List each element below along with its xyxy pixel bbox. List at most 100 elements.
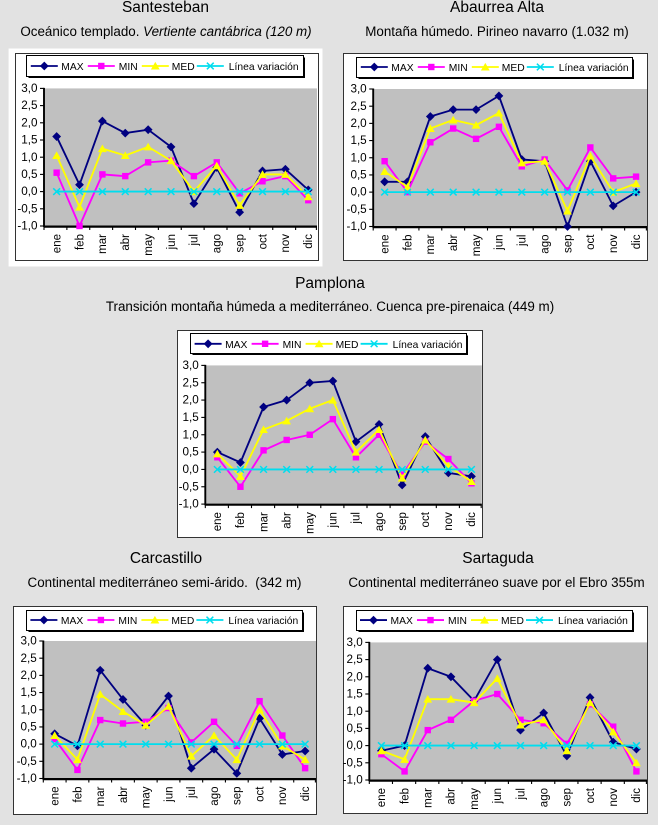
svg-text:2,5: 2,5 <box>21 652 38 665</box>
svg-text:0,0: 0,0 <box>21 185 38 198</box>
svg-text:dic: dic <box>303 234 315 249</box>
svg-text:ene: ene <box>51 234 63 253</box>
svg-text:jul: jul <box>515 788 527 801</box>
svg-text:0,0: 0,0 <box>350 186 367 199</box>
svg-text:-1,0: -1,0 <box>343 774 364 787</box>
svg-text:oct: oct <box>257 233 269 249</box>
svg-text:mar: mar <box>423 788 435 808</box>
svg-text:abr: abr <box>118 786 130 803</box>
svg-text:2,0: 2,0 <box>347 670 364 683</box>
svg-text:sep: sep <box>232 787 244 806</box>
svg-text:ene: ene <box>379 235 391 254</box>
svg-text:abr: abr <box>446 788 458 805</box>
svg-text:ago: ago <box>539 235 551 254</box>
svg-text:2,0: 2,0 <box>350 117 367 130</box>
svg-text:3,0: 3,0 <box>21 82 38 95</box>
svg-text:1,0: 1,0 <box>21 151 38 164</box>
svg-text:mar: mar <box>425 234 437 254</box>
svg-text:0,5: 0,5 <box>183 446 200 459</box>
svg-text:MED: MED <box>501 616 524 627</box>
svg-text:oct: oct <box>585 234 597 250</box>
svg-text:MED: MED <box>502 63 525 74</box>
svg-text:ago: ago <box>209 787 221 806</box>
svg-text:jun: jun <box>163 787 175 803</box>
svg-text:Línea variación: Línea variación <box>559 63 629 74</box>
svg-text:-0,5: -0,5 <box>17 202 38 215</box>
svg-text:1,0: 1,0 <box>347 705 364 718</box>
svg-text:0,5: 0,5 <box>21 168 38 181</box>
svg-text:Línea variación: Línea variación <box>229 62 299 73</box>
svg-text:nov: nov <box>608 788 620 807</box>
svg-text:MIN: MIN <box>119 62 138 73</box>
svg-text:may: may <box>469 788 481 810</box>
svg-text:nov: nov <box>280 234 292 253</box>
svg-text:1,5: 1,5 <box>183 411 200 424</box>
svg-text:jun: jun <box>328 512 340 528</box>
svg-text:0,5: 0,5 <box>350 169 367 182</box>
svg-text:2,5: 2,5 <box>21 99 38 112</box>
svg-text:sep: sep <box>562 235 574 254</box>
svg-text:mar: mar <box>95 786 107 806</box>
svg-text:feb: feb <box>402 235 414 251</box>
svg-text:0,0: 0,0 <box>21 738 38 751</box>
svg-text:mar: mar <box>97 234 109 254</box>
svg-text:MAX: MAX <box>391 616 413 627</box>
svg-text:-1,0: -1,0 <box>179 498 200 511</box>
svg-text:1,0: 1,0 <box>183 428 200 441</box>
svg-text:-1,0: -1,0 <box>17 772 38 785</box>
svg-text:1,5: 1,5 <box>21 686 38 699</box>
svg-text:3,0: 3,0 <box>350 83 367 96</box>
svg-text:abr: abr <box>281 512 293 529</box>
svg-text:feb: feb <box>399 788 411 804</box>
svg-text:3,0: 3,0 <box>347 636 364 649</box>
svg-text:MIN: MIN <box>449 63 468 74</box>
svg-text:jul: jul <box>517 235 529 248</box>
svg-text:2,5: 2,5 <box>350 100 367 113</box>
svg-text:ene: ene <box>212 512 224 531</box>
svg-text:Línea variación: Línea variación <box>393 340 463 351</box>
svg-text:3,0: 3,0 <box>183 359 200 372</box>
svg-text:-1,0: -1,0 <box>17 220 38 233</box>
svg-text:2,0: 2,0 <box>183 394 200 407</box>
svg-text:MAX: MAX <box>391 63 413 74</box>
svg-text:may: may <box>141 786 153 808</box>
svg-text:-0,5: -0,5 <box>347 203 368 216</box>
svg-text:may: may <box>305 512 317 534</box>
svg-text:oct: oct <box>585 787 597 803</box>
svg-text:1,0: 1,0 <box>21 703 38 716</box>
svg-text:sep: sep <box>397 512 409 531</box>
svg-text:ene: ene <box>376 788 388 807</box>
svg-text:-0,5: -0,5 <box>179 480 200 493</box>
svg-text:nov: nov <box>277 786 289 805</box>
svg-text:jul: jul <box>189 234 201 247</box>
svg-text:jun: jun <box>492 788 504 804</box>
svg-text:dic: dic <box>466 512 478 527</box>
svg-text:1,5: 1,5 <box>21 134 38 147</box>
svg-text:feb: feb <box>74 234 86 250</box>
svg-text:0,5: 0,5 <box>21 721 38 734</box>
svg-text:jun: jun <box>494 235 506 251</box>
svg-text:MIN: MIN <box>118 616 137 627</box>
svg-text:sep: sep <box>234 234 246 253</box>
svg-text:abr: abr <box>120 234 132 251</box>
svg-text:jul: jul <box>186 787 198 800</box>
svg-text:MED: MED <box>336 340 359 351</box>
svg-text:feb: feb <box>235 512 247 528</box>
svg-text:dic: dic <box>631 234 643 249</box>
svg-text:nov: nov <box>608 234 620 253</box>
svg-text:may: may <box>471 234 483 256</box>
svg-text:ene: ene <box>49 787 61 806</box>
svg-text:-0,5: -0,5 <box>343 756 364 769</box>
svg-text:feb: feb <box>72 787 84 803</box>
svg-text:abr: abr <box>448 234 460 251</box>
svg-text:jun: jun <box>166 234 178 250</box>
svg-text:MAX: MAX <box>225 340 247 351</box>
svg-text:1,5: 1,5 <box>350 134 367 147</box>
svg-text:oct: oct <box>254 786 266 802</box>
svg-text:Línea variación: Línea variación <box>228 616 298 627</box>
svg-text:sep: sep <box>562 788 574 807</box>
svg-text:MAX: MAX <box>61 62 83 73</box>
svg-text:ago: ago <box>538 788 550 807</box>
svg-text:may: may <box>143 234 155 256</box>
svg-text:Línea variación: Línea variación <box>558 616 628 627</box>
